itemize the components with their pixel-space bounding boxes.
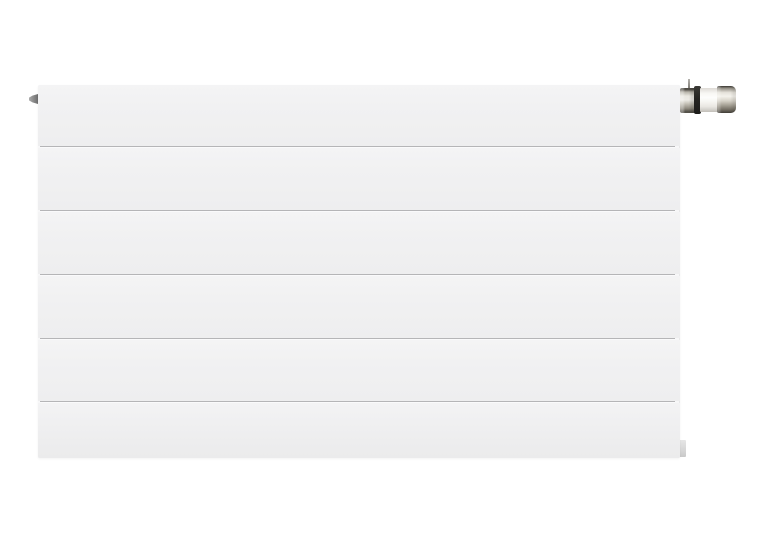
valve-connection-nut: [680, 88, 696, 113]
valve-end-cap: [717, 86, 736, 113]
radiator-panel-3: [38, 212, 680, 274]
panel-groove-4: [40, 338, 675, 340]
panel-groove-3: [40, 274, 675, 276]
radiator-panel-1: [38, 85, 680, 146]
panel-groove-1: [40, 146, 675, 148]
valve-body: [700, 88, 719, 112]
radiator-panel-6: [38, 403, 680, 458]
panel-groove-5: [40, 401, 675, 403]
valve-assembly: [680, 76, 740, 118]
radiator-body: [38, 85, 680, 458]
bleed-pin-icon: [688, 79, 690, 89]
bleed-plug: [29, 94, 38, 104]
panel-groove-2: [40, 210, 675, 212]
valve-o-ring: [694, 86, 701, 114]
radiator-panel-5: [38, 340, 680, 401]
wall-bracket: [679, 440, 686, 457]
radiator-panel-4: [38, 276, 680, 338]
radiator-panel-2: [38, 148, 680, 210]
